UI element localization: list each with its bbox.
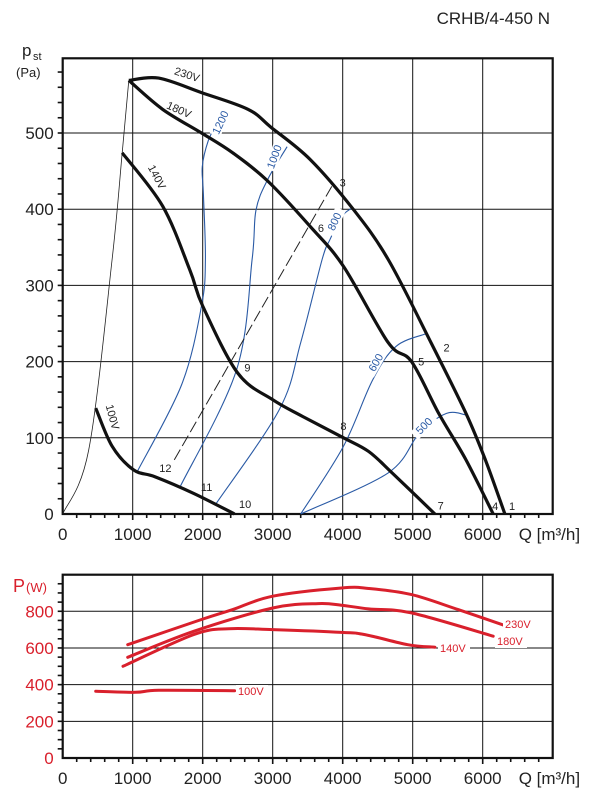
operating-point-label: 2 (443, 343, 449, 355)
rpm-curve-label-1000: 1000 (265, 143, 285, 170)
x-tick-label: 0 (58, 525, 67, 544)
power-curve-label-140V: 140V (440, 643, 466, 655)
operating-point-label: 8 (340, 421, 346, 433)
y-tick-label: 800 (25, 602, 53, 621)
x-tick-label: 4000 (324, 525, 362, 544)
power-label-bg (495, 635, 527, 648)
rpm-label-bg (209, 107, 232, 138)
power-curve-label-100V: 100V (238, 686, 264, 698)
x-tick-label: 3000 (254, 769, 292, 788)
y-axis-label: p (22, 41, 31, 60)
x-axis-label: Q [m³/h] (519, 525, 580, 544)
y-axis-label-sub: st (33, 51, 42, 63)
power-curve-180V (126, 601, 495, 659)
fan-curve-140V (120, 151, 437, 516)
y-tick-label: 200 (25, 353, 53, 372)
rpm-label-bg (410, 412, 439, 440)
y-tick-label: 300 (25, 276, 53, 295)
y-tick-label: 0 (44, 749, 53, 768)
power-curve-100V (94, 688, 237, 694)
power-curve-230V (126, 585, 507, 647)
x-tick-label: 2000 (184, 525, 222, 544)
y-axis-unit: (Pa) (16, 65, 41, 80)
y-tick-label: 400 (25, 200, 53, 219)
rpm-curve-800 (214, 207, 352, 506)
operating-point-label: 7 (438, 500, 444, 512)
y-tick-label: 600 (25, 639, 53, 658)
rpm-curve-600 (300, 332, 428, 515)
rpm-label-bg (364, 347, 388, 378)
operating-point-label: 4 (492, 501, 498, 513)
rpm-curve-1200 (136, 123, 218, 472)
power-curve-label-180V: 180V (497, 636, 523, 648)
system-curve (62, 80, 130, 515)
power-curve-140V (121, 626, 437, 668)
rpm-curve-1000 (179, 146, 288, 487)
chart-title: CRHB/4-450 N (436, 9, 550, 28)
y-tick-label: 0 (44, 505, 53, 524)
y-tick-label: 500 (25, 124, 53, 143)
operating-point-label: 11 (201, 482, 212, 494)
operating-point-label: 9 (244, 363, 250, 375)
fan-curve-230V (128, 75, 507, 515)
rpm-curve-label-1200: 1200 (210, 109, 231, 136)
plot-frame (61, 573, 554, 760)
operating-point-label: 6 (318, 223, 324, 235)
power-label-bg (503, 618, 535, 631)
x-tick-label: 4000 (324, 769, 362, 788)
y-tick-label: 100 (25, 429, 53, 448)
fan-curve-180V (127, 79, 495, 515)
fan-curve-label-100V: 100V (103, 403, 121, 432)
x-tick-label: 1000 (114, 525, 152, 544)
operating-point-label: 10 (239, 499, 251, 511)
operating-point-dashed-line (173, 186, 333, 461)
x-tick-label: 1000 (114, 769, 152, 788)
operating-point-label: 1 (509, 501, 515, 513)
rpm-label-bg (323, 206, 346, 237)
power-label-bg (236, 685, 268, 698)
operating-point-label: 3 (340, 177, 346, 189)
x-tick-label: 0 (58, 769, 67, 788)
x-axis-label: Q [m³/h] (519, 769, 580, 788)
x-tick-label: 2000 (184, 769, 222, 788)
fan-curve-100V (94, 407, 236, 516)
x-tick-label: 5000 (394, 769, 432, 788)
rpm-label-bg (264, 141, 285, 172)
y-axis-unit: (W) (26, 580, 47, 595)
operating-point-label: 5 (418, 356, 424, 368)
x-tick-label: 6000 (464, 525, 502, 544)
y-tick-label: 400 (25, 676, 53, 695)
y-tick-label: 200 (25, 712, 53, 731)
operating-point-label: 12 (159, 463, 171, 475)
x-tick-label: 6000 (464, 769, 502, 788)
x-tick-label: 5000 (394, 525, 432, 544)
x-tick-label: 3000 (254, 525, 292, 544)
y-axis-label: P (13, 576, 25, 596)
power-curve-label-230V: 230V (505, 619, 531, 631)
power-label-bg (438, 642, 470, 655)
